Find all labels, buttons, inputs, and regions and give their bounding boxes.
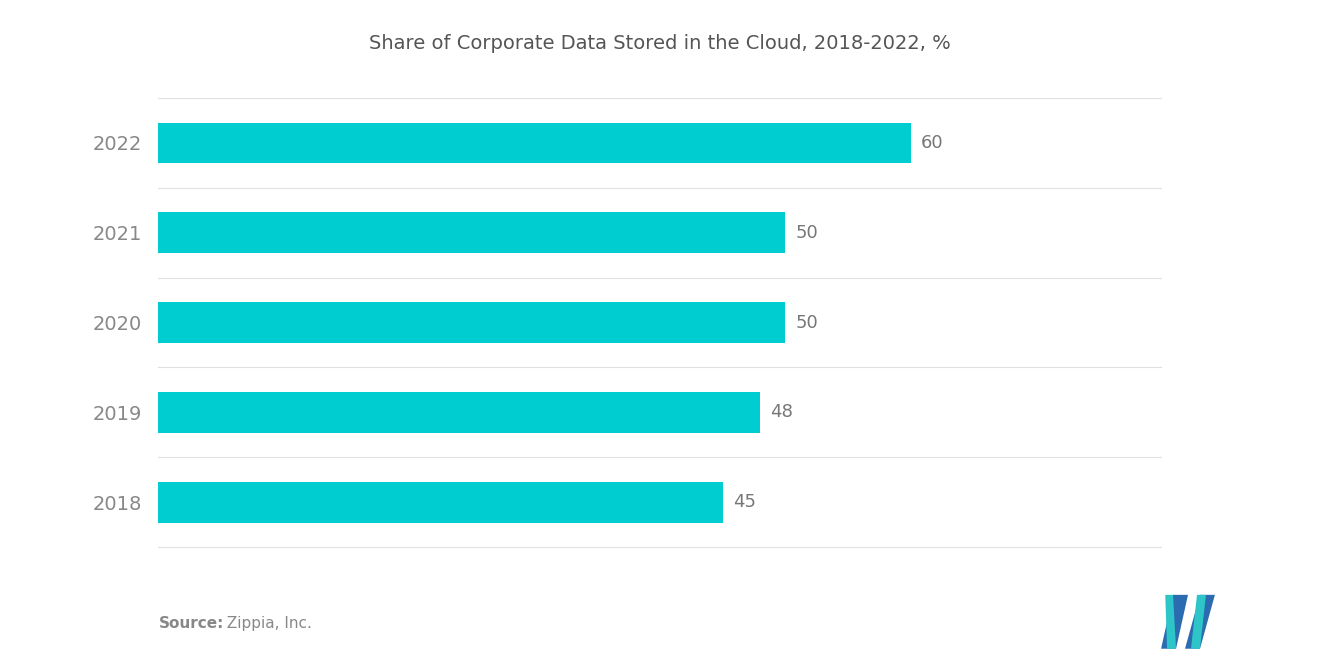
- Bar: [158, 212, 785, 253]
- Text: Zippia, Inc.: Zippia, Inc.: [222, 616, 312, 632]
- Polygon shape: [1162, 595, 1188, 649]
- Title: Share of Corporate Data Stored in the Cloud, 2018-2022, %: Share of Corporate Data Stored in the Cl…: [370, 34, 950, 53]
- Text: 60: 60: [921, 134, 944, 152]
- Polygon shape: [1185, 595, 1214, 649]
- Text: Source:: Source:: [158, 616, 224, 632]
- Bar: [158, 482, 723, 523]
- Polygon shape: [1191, 595, 1206, 649]
- Bar: [158, 122, 911, 163]
- Text: 50: 50: [796, 223, 818, 241]
- Text: 45: 45: [733, 493, 756, 511]
- Text: 50: 50: [796, 313, 818, 332]
- Polygon shape: [1166, 595, 1176, 649]
- Text: 48: 48: [771, 404, 793, 422]
- Bar: [158, 392, 760, 433]
- Bar: [158, 303, 785, 342]
